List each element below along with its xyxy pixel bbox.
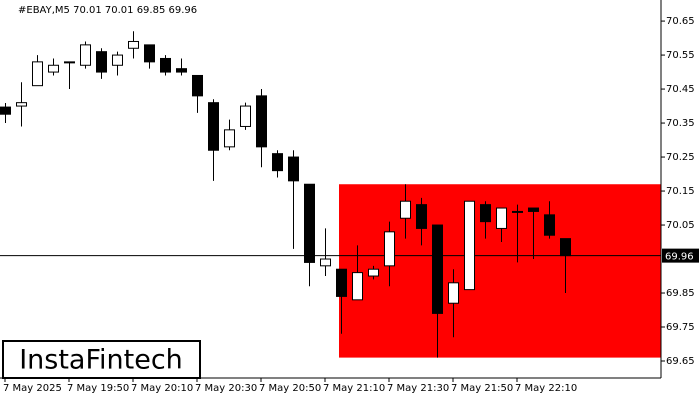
x-tick-label: 7 May 20:50 (259, 383, 321, 394)
candle-body (0, 106, 11, 115)
candle-body (64, 61, 75, 64)
candle-body (144, 44, 155, 63)
candle-body (48, 64, 59, 73)
y-tick-label: 69.65 (666, 356, 695, 367)
candle-body (192, 74, 203, 97)
candle-body (128, 40, 139, 49)
candle-body (224, 129, 235, 148)
candle-body (272, 153, 283, 172)
candle-body (352, 272, 363, 301)
last-price-box (662, 248, 699, 263)
candle-body (384, 231, 395, 267)
y-tick-label: 69.85 (666, 288, 695, 299)
y-tick-label: 70.45 (666, 84, 695, 95)
candle-body (448, 282, 459, 304)
y-tick-label: 70.35 (666, 118, 695, 129)
chart-title: #EBAY,M5 70.01 70.01 69.85 69.96 (18, 5, 197, 16)
candle-body (32, 61, 43, 87)
candle-body (416, 204, 427, 229)
candle-body (544, 214, 555, 236)
x-tick-label: 7 May 19:50 (67, 383, 129, 394)
candle-body (496, 207, 507, 229)
candle-body (368, 268, 379, 277)
x-tick-label: 7 May 20:30 (195, 383, 257, 394)
candle-body (160, 57, 171, 73)
candle-body (512, 210, 523, 213)
x-tick-label: 7 May 22:10 (515, 383, 577, 394)
candle-body (560, 238, 571, 257)
candle-body (208, 102, 219, 151)
candle-body (336, 268, 347, 297)
candle-body (112, 54, 123, 66)
candle-body (176, 68, 187, 73)
candle-body (256, 95, 267, 148)
y-tick-label: 70.25 (666, 152, 695, 163)
y-tick-label: 70.05 (666, 220, 695, 231)
candle-body (320, 258, 331, 267)
y-tick-label: 70.55 (666, 50, 695, 61)
candle-body (400, 200, 411, 219)
x-tick-label: 7 May 20:10 (131, 383, 193, 394)
candle-body (480, 204, 491, 223)
y-tick-label: 69.75 (666, 322, 695, 333)
brand: InstaFintech (19, 345, 183, 376)
plot (0, 31, 661, 358)
x-tick-label: 7 May 21:50 (451, 383, 513, 394)
x-tick-label: 7 May 2025 (3, 383, 62, 394)
candle-body (464, 200, 475, 291)
brand-box (2, 340, 201, 379)
candle-body (528, 207, 539, 212)
y-tick-label: 70.15 (666, 186, 695, 197)
y-tick-label: 70.65 (666, 16, 695, 27)
x-tick-label: 7 May 21:30 (387, 383, 449, 394)
candle-body (96, 51, 107, 73)
candle-body (288, 156, 299, 182)
candle-body (16, 102, 27, 107)
candle-body (432, 224, 443, 314)
candle-body (80, 44, 91, 66)
candle-body (240, 105, 251, 127)
last-price-label: 69.96 (665, 252, 694, 263)
candle-body (304, 183, 315, 263)
x-tick-label: 7 May 21:10 (323, 383, 385, 394)
